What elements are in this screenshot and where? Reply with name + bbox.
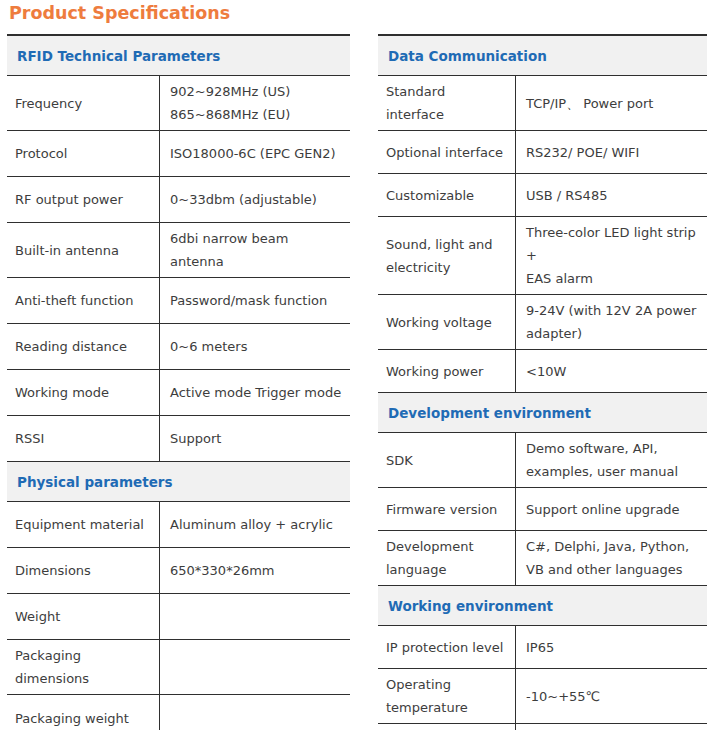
row-label: RSSI bbox=[7, 416, 159, 461]
product-spec-page: Product Specifications RFID Technical Pa… bbox=[0, 0, 715, 730]
spec-row: Protocol ISO18000-6C (EPC GEN2) bbox=[7, 131, 350, 177]
row-label: Working power bbox=[378, 350, 515, 392]
spec-row: RSSI Support bbox=[7, 416, 350, 462]
row-label: Firmware version bbox=[378, 488, 515, 530]
spec-row: Working power <10W bbox=[378, 350, 707, 393]
section-physical-parameters: Physical parameters Equipment material A… bbox=[7, 462, 350, 730]
row-value: USB / RS485 bbox=[515, 174, 707, 216]
spec-row: Anti-theft function Password/mask functi… bbox=[7, 278, 350, 324]
section-header-band: Data Communication bbox=[378, 36, 707, 76]
spec-row: Sound, light and electricity Three-color… bbox=[378, 217, 707, 295]
row-value: 0~33dbm (adjustable) bbox=[159, 177, 350, 222]
row-value: 902~928MHz (US) 865~868MHz (EU) bbox=[159, 76, 350, 130]
spec-row: Weight bbox=[7, 594, 350, 640]
spec-row: Packaging dimensions bbox=[7, 640, 350, 695]
row-label: Protocol bbox=[7, 131, 159, 176]
row-label: Anti-theft function bbox=[7, 278, 159, 323]
row-value: Three-color LED light strip + EAS alarm bbox=[515, 217, 707, 294]
section-working-environment: Working environment IP protection level … bbox=[378, 586, 707, 730]
row-value: Password/mask function bbox=[159, 278, 350, 323]
row-value: C#, Delphi, Java, Python, VB and other l… bbox=[515, 531, 707, 585]
spec-row: Reading distance 0~6 meters bbox=[7, 324, 350, 370]
section-data-communication: Data Communication Standard interface TC… bbox=[378, 36, 707, 393]
row-label: Working voltage bbox=[378, 295, 515, 349]
spec-row: Working mode Active mode Trigger mode bbox=[7, 370, 350, 416]
row-value: Active mode Trigger mode bbox=[159, 370, 350, 415]
row-value: Aluminum alloy + acrylic bbox=[159, 502, 350, 547]
spec-row: Dimensions 650*330*26mm bbox=[7, 548, 350, 594]
row-label: Standard interface bbox=[378, 76, 515, 130]
row-value: 9-24V (with 12V 2A power adapter) bbox=[515, 295, 707, 349]
spec-row: Working voltage 9-24V (with 12V 2A power… bbox=[378, 295, 707, 350]
section-header-label: Data Communication bbox=[388, 48, 547, 64]
row-label: Sound, light and electricity bbox=[378, 217, 515, 294]
spec-row: Packaging weight bbox=[7, 695, 350, 730]
row-label: Weight bbox=[7, 594, 159, 639]
row-value bbox=[159, 695, 350, 730]
row-label: Optional interface bbox=[378, 131, 515, 173]
row-value: RS232/ POE/ WIFI bbox=[515, 131, 707, 173]
row-label: Equipment material bbox=[7, 502, 159, 547]
page-title: Product Specifications bbox=[7, 3, 708, 23]
row-value: Support online upgrade bbox=[515, 488, 707, 530]
row-label: Dimensions bbox=[7, 548, 159, 593]
row-value: Support bbox=[159, 416, 350, 461]
row-value: TCP/IP、 Power port bbox=[515, 76, 707, 130]
row-label: Packaging dimensions bbox=[7, 640, 159, 694]
row-label: RF output power bbox=[7, 177, 159, 222]
spec-row: Firmware version Support online upgrade bbox=[378, 488, 707, 531]
row-label: Development language bbox=[378, 531, 515, 585]
section-header-band: Working environment bbox=[378, 586, 707, 626]
row-label: Customizable bbox=[378, 174, 515, 216]
row-label: Reading distance bbox=[7, 324, 159, 369]
section-header-label: RFID Technical Parameters bbox=[17, 48, 220, 64]
section-header-label: Physical parameters bbox=[17, 474, 172, 490]
row-value bbox=[159, 640, 350, 694]
row-value: IP65 bbox=[515, 626, 707, 668]
spec-row: Standard interface TCP/IP、 Power port bbox=[378, 76, 707, 131]
section-header-label: Development environment bbox=[388, 405, 591, 421]
row-value: 6dbi narrow beam antenna bbox=[159, 223, 350, 277]
spec-row: IP protection level IP65 bbox=[378, 626, 707, 669]
spec-row: Development language C#, Delphi, Java, P… bbox=[378, 531, 707, 586]
section-development-environment: Development environment SDK Demo softwar… bbox=[378, 393, 707, 586]
row-label: Storage temperature bbox=[378, 724, 515, 730]
spec-row: Storage temperature -20~+75℃ bbox=[378, 724, 707, 730]
spec-row: Customizable USB / RS485 bbox=[378, 174, 707, 217]
spec-row: Equipment material Aluminum alloy + acry… bbox=[7, 502, 350, 548]
section-header-label: Working environment bbox=[388, 598, 553, 614]
row-label: Built-in antenna bbox=[7, 223, 159, 277]
spec-row: Built-in antenna 6dbi narrow beam antenn… bbox=[7, 223, 350, 278]
row-value bbox=[159, 594, 350, 639]
row-label: SDK bbox=[378, 433, 515, 487]
row-value: -20~+75℃ bbox=[515, 724, 707, 730]
section-rfid-technical-parameters: RFID Technical Parameters Frequency 902~… bbox=[7, 36, 350, 462]
row-label: Packaging weight bbox=[7, 695, 159, 730]
spec-row: RF output power 0~33dbm (adjustable) bbox=[7, 177, 350, 223]
row-value: ISO18000-6C (EPC GEN2) bbox=[159, 131, 350, 176]
spec-row: Optional interface RS232/ POE/ WIFI bbox=[378, 131, 707, 174]
row-value: 650*330*26mm bbox=[159, 548, 350, 593]
section-header-band: RFID Technical Parameters bbox=[7, 36, 350, 76]
row-label: Working mode bbox=[7, 370, 159, 415]
spec-row: SDK Demo software, API, examples, user m… bbox=[378, 433, 707, 488]
row-value: -10~+55℃ bbox=[515, 669, 707, 723]
section-header-band: Physical parameters bbox=[7, 462, 350, 502]
spec-row: Frequency 902~928MHz (US) 865~868MHz (EU… bbox=[7, 76, 350, 131]
spec-column-right: Data Communication Standard interface TC… bbox=[378, 34, 707, 730]
row-value: <10W bbox=[515, 350, 707, 392]
spec-column-left: RFID Technical Parameters Frequency 902~… bbox=[7, 34, 350, 730]
row-label: IP protection level bbox=[378, 626, 515, 668]
section-header-band: Development environment bbox=[378, 393, 707, 433]
row-label: Frequency bbox=[7, 76, 159, 130]
row-label: Operating temperature bbox=[378, 669, 515, 723]
spec-columns: RFID Technical Parameters Frequency 902~… bbox=[7, 34, 708, 730]
spec-row: Operating temperature -10~+55℃ bbox=[378, 669, 707, 724]
row-value: 0~6 meters bbox=[159, 324, 350, 369]
row-value: Demo software, API, examples, user manua… bbox=[515, 433, 707, 487]
